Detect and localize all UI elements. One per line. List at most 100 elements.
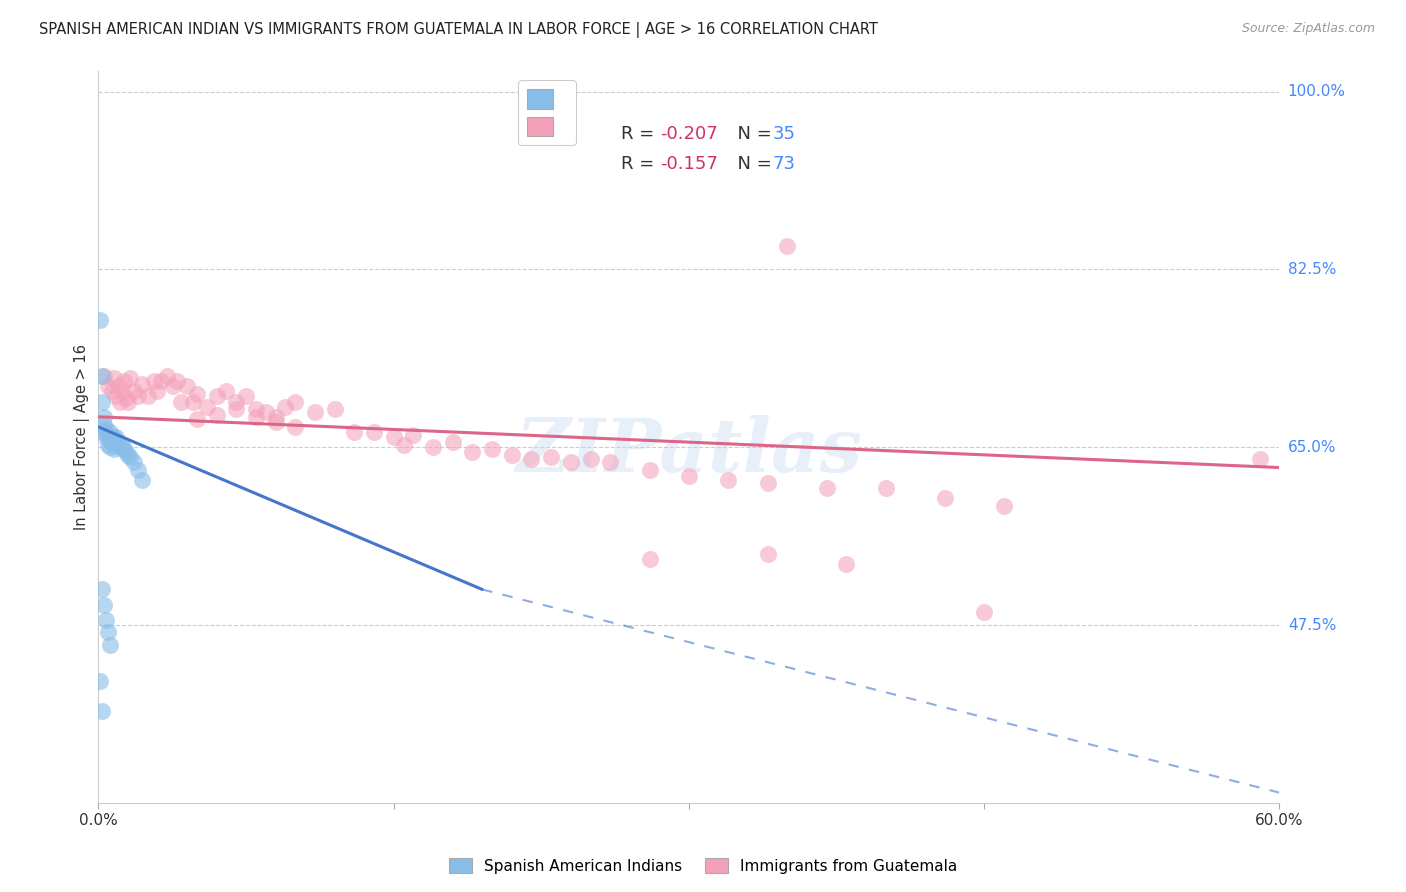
Point [115, 392, 138, 406]
Point [235, 389, 257, 403]
Text: N =: N = [727, 125, 778, 143]
Point [112, 374, 135, 388]
Point [91, 704, 114, 718]
Point [638, 462, 661, 476]
Point [122, 384, 145, 399]
Text: -0.207: -0.207 [661, 125, 718, 143]
Point [131, 377, 153, 392]
Point [96, 430, 118, 444]
Y-axis label: In Labor Force | Age > 16: In Labor Force | Age > 16 [75, 344, 90, 530]
Point [245, 409, 267, 424]
Point [97, 379, 120, 393]
Point [93, 369, 115, 384]
Point [973, 605, 995, 619]
Text: Source: ZipAtlas.com: Source: ZipAtlas.com [1241, 22, 1375, 36]
Point [91, 394, 114, 409]
Point [835, 557, 858, 571]
Point [93, 425, 115, 439]
Point [717, 473, 740, 487]
Point [540, 450, 562, 465]
Point [127, 462, 149, 476]
Point [245, 401, 267, 416]
Point [170, 394, 193, 409]
Text: 47.5%: 47.5% [1288, 617, 1336, 632]
Point [274, 400, 297, 414]
Point [97, 625, 120, 640]
Point [142, 374, 165, 388]
Point [264, 409, 287, 424]
Point [101, 435, 124, 450]
Point [91, 582, 114, 597]
Point [441, 435, 464, 450]
Point [284, 420, 307, 434]
Point [91, 369, 114, 384]
Point [111, 438, 134, 452]
Point [363, 425, 385, 439]
Point [103, 442, 125, 457]
Point [481, 442, 503, 457]
Point [323, 401, 346, 416]
Point [118, 371, 141, 385]
Point [101, 430, 124, 444]
Text: SPANISH AMERICAN INDIAN VS IMMIGRANTS FROM GUATEMALA IN LABOR FORCE | AGE > 16 C: SPANISH AMERICAN INDIAN VS IMMIGRANTS FR… [39, 22, 879, 38]
Point [150, 374, 173, 388]
Point [392, 438, 415, 452]
Point [108, 394, 131, 409]
Point [89, 313, 111, 327]
Point [162, 379, 184, 393]
Point [934, 491, 956, 505]
Point [195, 400, 218, 414]
Point [107, 435, 129, 450]
Point [215, 384, 238, 399]
Point [520, 452, 543, 467]
Text: 73: 73 [773, 154, 796, 172]
Point [131, 473, 153, 487]
Point [1249, 452, 1271, 467]
Point [560, 455, 582, 469]
Point [118, 450, 141, 465]
Point [89, 673, 111, 688]
Point [166, 374, 188, 388]
Point [461, 445, 484, 459]
Point [111, 384, 134, 399]
Text: 100.0%: 100.0% [1288, 84, 1346, 99]
Point [115, 445, 138, 459]
Point [105, 430, 128, 444]
Point [304, 405, 326, 419]
Point [122, 455, 145, 469]
Point [156, 369, 179, 384]
Text: 35: 35 [773, 125, 796, 143]
Text: N =: N = [727, 154, 778, 172]
Point [638, 552, 661, 566]
Point [225, 394, 247, 409]
Point [678, 468, 700, 483]
Point [146, 384, 169, 399]
Text: 82.5%: 82.5% [1288, 262, 1336, 277]
Point [96, 613, 118, 627]
Point [136, 389, 159, 403]
Point [105, 389, 128, 403]
Point [101, 384, 124, 399]
Point [117, 448, 139, 462]
Point [181, 394, 204, 409]
Point [284, 394, 307, 409]
Text: ZIPatlas: ZIPatlas [516, 416, 862, 488]
Point [96, 422, 118, 436]
Point [98, 432, 121, 446]
Point [107, 379, 129, 393]
Point [108, 440, 131, 454]
Point [254, 405, 277, 419]
Text: 65.0%: 65.0% [1288, 440, 1336, 455]
Point [776, 239, 799, 253]
Point [93, 598, 115, 612]
Point [599, 455, 621, 469]
Text: R =: R = [621, 125, 659, 143]
Point [501, 448, 523, 462]
Point [264, 415, 287, 429]
Point [993, 499, 1015, 513]
Point [97, 438, 120, 452]
Point [422, 440, 444, 454]
Point [112, 442, 135, 457]
Point [98, 440, 121, 454]
Point [103, 430, 125, 444]
